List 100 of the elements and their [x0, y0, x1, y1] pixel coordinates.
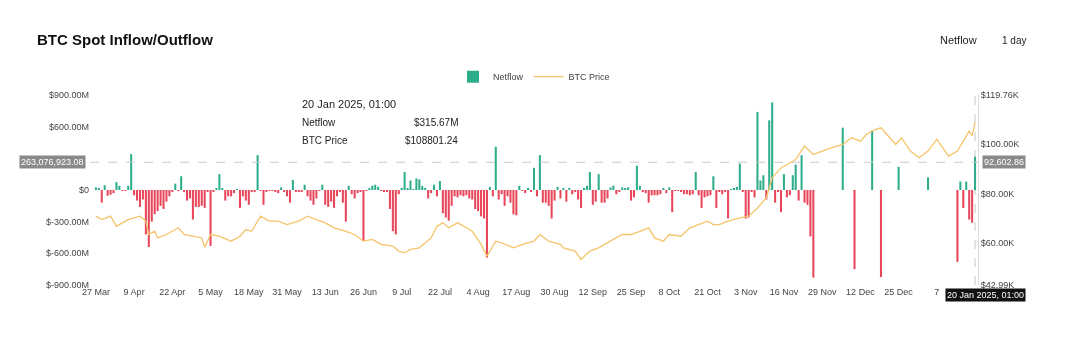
bar [180, 176, 183, 190]
bar [588, 172, 591, 190]
bar [974, 156, 977, 190]
x-tick-label: 9 Jul [392, 287, 412, 297]
bar [418, 179, 421, 190]
bar [324, 190, 327, 205]
bar [353, 190, 356, 199]
y2-tick-label: $80.00K [980, 188, 1015, 199]
y2-tick-label: $42.99K [980, 280, 1015, 291]
bar [556, 186, 559, 190]
bar [130, 154, 133, 190]
bar [597, 174, 600, 190]
bar [959, 181, 962, 190]
bar [362, 190, 365, 241]
ref-line-label: 20 Jan 2025, 01:00 [947, 290, 1025, 300]
bar [409, 180, 412, 190]
bar [532, 167, 536, 190]
annotation: 20 Jan 2025, 01:00 [302, 98, 397, 110]
x-tick-label: 21 Oct [694, 287, 722, 297]
bar [485, 190, 488, 258]
bar [926, 177, 930, 190]
x-tick-label: 17 Aug [502, 287, 531, 297]
bar [956, 190, 959, 262]
bar [812, 190, 815, 278]
bar [327, 190, 330, 207]
bar [306, 190, 309, 197]
bar [515, 190, 518, 216]
bar [580, 190, 583, 208]
bar [706, 190, 709, 197]
y-tick-label: $0 [78, 185, 89, 196]
x-tick-label: 13 Jun [311, 287, 339, 297]
x-tick-label: 25 Dec [884, 287, 914, 297]
bar [841, 127, 844, 190]
bar [109, 190, 112, 195]
bar [512, 190, 515, 215]
y2-tick-label: $119.76K [980, 90, 1019, 101]
bar [391, 190, 394, 232]
bar [715, 190, 718, 208]
bar [594, 190, 597, 202]
bar [218, 174, 221, 190]
y2-tick-label: $100.00K [980, 139, 1020, 150]
bar [494, 146, 497, 190]
bar [456, 190, 459, 198]
bar [782, 174, 785, 190]
x-tick-label: 29 Nov [807, 287, 837, 297]
x-tick-label: 3 Nov [733, 287, 758, 297]
bar [753, 190, 756, 198]
bar [785, 190, 788, 198]
x-tick-label: 5 May [198, 287, 224, 297]
bar [156, 190, 159, 212]
bar [800, 155, 803, 190]
bar [427, 190, 430, 199]
bar [333, 190, 336, 208]
bar [465, 190, 468, 196]
annotation: BTC Price [302, 135, 348, 146]
bar [106, 190, 109, 196]
bar [603, 190, 606, 203]
annotation: Netflow [302, 117, 337, 128]
x-tick-label: 22 Jul [427, 287, 452, 297]
bar [803, 190, 806, 203]
bar [627, 187, 630, 190]
bar [568, 187, 571, 190]
bar [303, 184, 306, 190]
x-tick-label: 16 Nov [769, 287, 799, 297]
x-tick-label: 30 Aug [540, 287, 569, 297]
bar [394, 190, 397, 235]
bar [630, 190, 633, 201]
bar [653, 190, 656, 196]
bar [435, 190, 438, 197]
annotation: $108801.24 [405, 135, 459, 146]
y2-tick-label: $60.00K [980, 238, 1015, 249]
x-tick-label: 9 Apr [123, 287, 145, 297]
bar [447, 190, 450, 221]
x-tick-label: 7 [934, 287, 940, 297]
bar [459, 190, 462, 196]
bar [256, 155, 259, 190]
bar [321, 184, 324, 190]
y-tick-label: $-300.00M [45, 216, 89, 227]
bar [694, 172, 697, 190]
x-tick-label: 31 May [272, 287, 303, 297]
bar [550, 190, 553, 219]
bar [438, 181, 441, 190]
bar [797, 190, 800, 201]
x-tick-label: 12 Sep [578, 287, 608, 297]
bar [853, 190, 856, 270]
bar [291, 179, 294, 190]
bar [100, 190, 103, 203]
bar [174, 183, 177, 190]
text: Netflow [940, 34, 977, 46]
bar [433, 184, 436, 190]
bar [559, 190, 562, 199]
bar [871, 130, 874, 190]
bar [971, 190, 974, 223]
bar [203, 190, 206, 208]
bar [962, 190, 965, 208]
bar [209, 190, 212, 246]
bar [606, 190, 609, 199]
bar [535, 190, 538, 197]
bar [968, 190, 971, 220]
bar [162, 190, 165, 209]
